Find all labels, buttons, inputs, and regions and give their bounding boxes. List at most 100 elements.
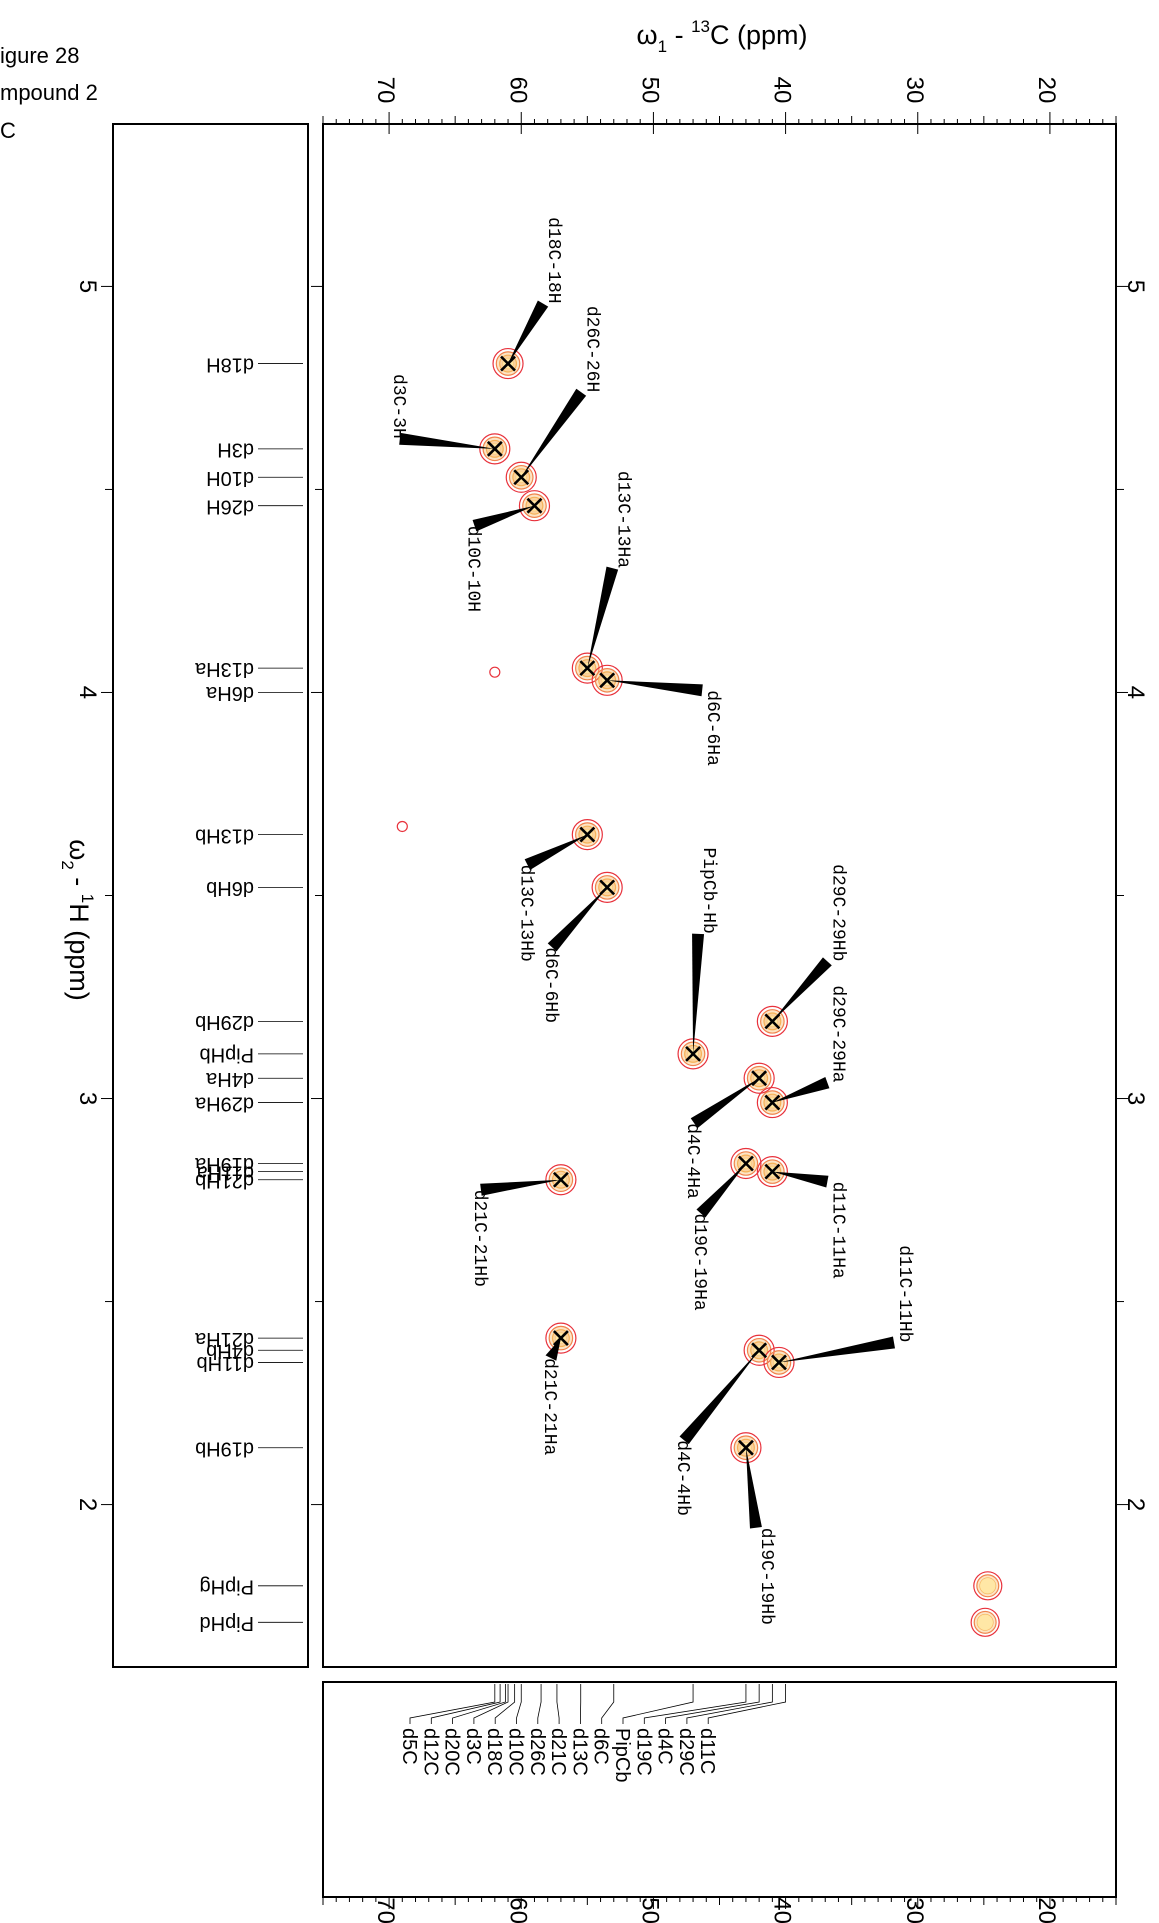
c-tick-label-top: 50 xyxy=(636,77,663,104)
peak-leader xyxy=(587,566,619,669)
contour-ring xyxy=(591,664,623,696)
c-proj-label: d3C xyxy=(462,1728,484,1765)
c-proj-leader xyxy=(537,1684,542,1724)
c-proj-leader xyxy=(452,1684,506,1724)
peak-marker xyxy=(599,879,616,896)
contour-layer xyxy=(396,347,1003,1637)
peak-label: d19C-19Hb xyxy=(756,1528,776,1625)
c-tick-label-bottom: 20 xyxy=(1033,1897,1060,1923)
h-tick-label-left: 5 xyxy=(74,280,101,293)
peak-marker xyxy=(685,1045,701,1062)
c-tick-label-bottom: 30 xyxy=(901,1897,928,1923)
c-proj-label: d11C xyxy=(696,1728,718,1774)
contour-ring xyxy=(575,822,600,847)
contour-ring xyxy=(485,439,504,458)
contour-ring xyxy=(760,1009,785,1034)
contour-ring xyxy=(763,1093,782,1112)
c-proj-label: d10C xyxy=(505,1728,527,1776)
contour-ring xyxy=(479,433,511,465)
c-tick-label-top: 40 xyxy=(769,77,796,104)
c-proj-label: d6C xyxy=(590,1728,612,1765)
contour-ring xyxy=(756,1156,788,1188)
contour-ring xyxy=(578,659,597,678)
c-proj-label: d19C xyxy=(632,1728,654,1776)
h-proj-label: d26H xyxy=(206,495,254,517)
c-projection-panel xyxy=(322,1681,1117,1898)
h-proj-label: d29Ha xyxy=(194,1092,254,1114)
c-tick-label-bottom: 40 xyxy=(769,1897,796,1923)
peak-layer xyxy=(486,355,787,1456)
h-proj-label: d3H xyxy=(217,439,254,461)
peak-label: d29C-29Hb xyxy=(827,864,847,961)
peak-marker xyxy=(513,469,530,486)
c-proj-label: d21C xyxy=(547,1728,569,1776)
h-proj-label: d4Ha xyxy=(205,1068,254,1090)
peak-label: d13C-13Ha xyxy=(612,471,632,568)
contour-ring xyxy=(591,871,623,903)
c-tick-label-bottom: 50 xyxy=(636,1897,663,1923)
contour-ring xyxy=(518,490,551,522)
contour-ring xyxy=(976,1574,1000,1598)
c-proj-label: PipCb xyxy=(611,1728,633,1782)
peak-leader xyxy=(772,1171,829,1188)
peak-marker xyxy=(552,1171,569,1188)
c-proj-label: d20C xyxy=(441,1728,463,1776)
h-proj-label: d21Hb xyxy=(195,1169,254,1191)
peak-label: d11C-11Hb xyxy=(894,1245,914,1342)
label-leaders: d18C-18H d3C-3H d26C-26H d10C-10H d13C-13Ha d… xyxy=(388,217,914,1625)
h-proj-label: d29Hb xyxy=(195,1011,254,1033)
contour-ring xyxy=(736,1438,755,1457)
contour-ring xyxy=(733,1435,759,1461)
c-proj-leader xyxy=(707,1684,786,1724)
peak-marker xyxy=(552,1330,569,1347)
h-tick-label-right: 3 xyxy=(1122,1092,1149,1105)
contour-ring xyxy=(769,1353,788,1372)
contour-ring xyxy=(505,461,537,493)
contour-ring xyxy=(489,666,501,678)
peak-label: d18C-18H xyxy=(543,217,563,303)
contour-ring xyxy=(571,652,603,684)
h-proj-label: d18H xyxy=(206,353,254,375)
h-proj-label: PipHd xyxy=(200,1612,254,1634)
peak-label: d6C-6Hb xyxy=(540,947,560,1023)
peak-leader xyxy=(480,1179,561,1196)
peak-label: d4C-4Ha xyxy=(682,1123,702,1199)
peak-marker xyxy=(764,1094,781,1111)
c-proj-label: d26C xyxy=(526,1728,548,1776)
contour-ring xyxy=(750,1341,769,1360)
h-proj-label: d6Ha xyxy=(205,682,254,704)
contour-ring xyxy=(482,436,508,462)
contour-ring xyxy=(736,1154,755,1173)
contour-ring xyxy=(548,1167,574,1193)
contour-ring xyxy=(522,493,547,518)
h-proj-label: d21Ha xyxy=(194,1328,254,1350)
peak-label: d13C-13Hb xyxy=(515,865,535,962)
peak-leader xyxy=(524,834,588,870)
c-tick-label-top: 20 xyxy=(1033,77,1060,104)
h-proj-label: d13Ha xyxy=(194,658,254,680)
c-proj-label: d4C xyxy=(654,1728,676,1765)
peak-leader xyxy=(607,680,703,697)
contour-ring xyxy=(512,468,531,487)
peak-leader xyxy=(399,432,495,449)
h-tick-label-left: 3 xyxy=(74,1092,101,1105)
c-projection-labels: d5C d12C d20C d3C d18C d10C d26C d21C d13C d6C Pip… xyxy=(398,1684,786,1782)
contour-ring xyxy=(571,818,603,851)
h-proj-label: PipHg xyxy=(200,1576,254,1598)
contour-ring xyxy=(973,1571,1003,1601)
peak-marker xyxy=(579,660,596,677)
contour-ring xyxy=(525,496,544,515)
c-tick-label-top: 60 xyxy=(504,77,531,104)
contour-ring xyxy=(743,1062,775,1094)
peak-leader xyxy=(745,1447,762,1529)
peak-leader xyxy=(772,957,832,1022)
peak-leader xyxy=(508,300,549,364)
contour-ring xyxy=(548,1325,574,1351)
peak-label: d21C-21Hb xyxy=(469,1190,489,1287)
c-proj-leader xyxy=(601,1684,615,1724)
h-tick-label-left: 2 xyxy=(74,1498,101,1511)
contour-ring xyxy=(973,1610,997,1634)
peak-marker xyxy=(764,1163,781,1180)
contour-ring xyxy=(495,351,521,376)
peak-label: d21C-21Ha xyxy=(539,1358,559,1455)
